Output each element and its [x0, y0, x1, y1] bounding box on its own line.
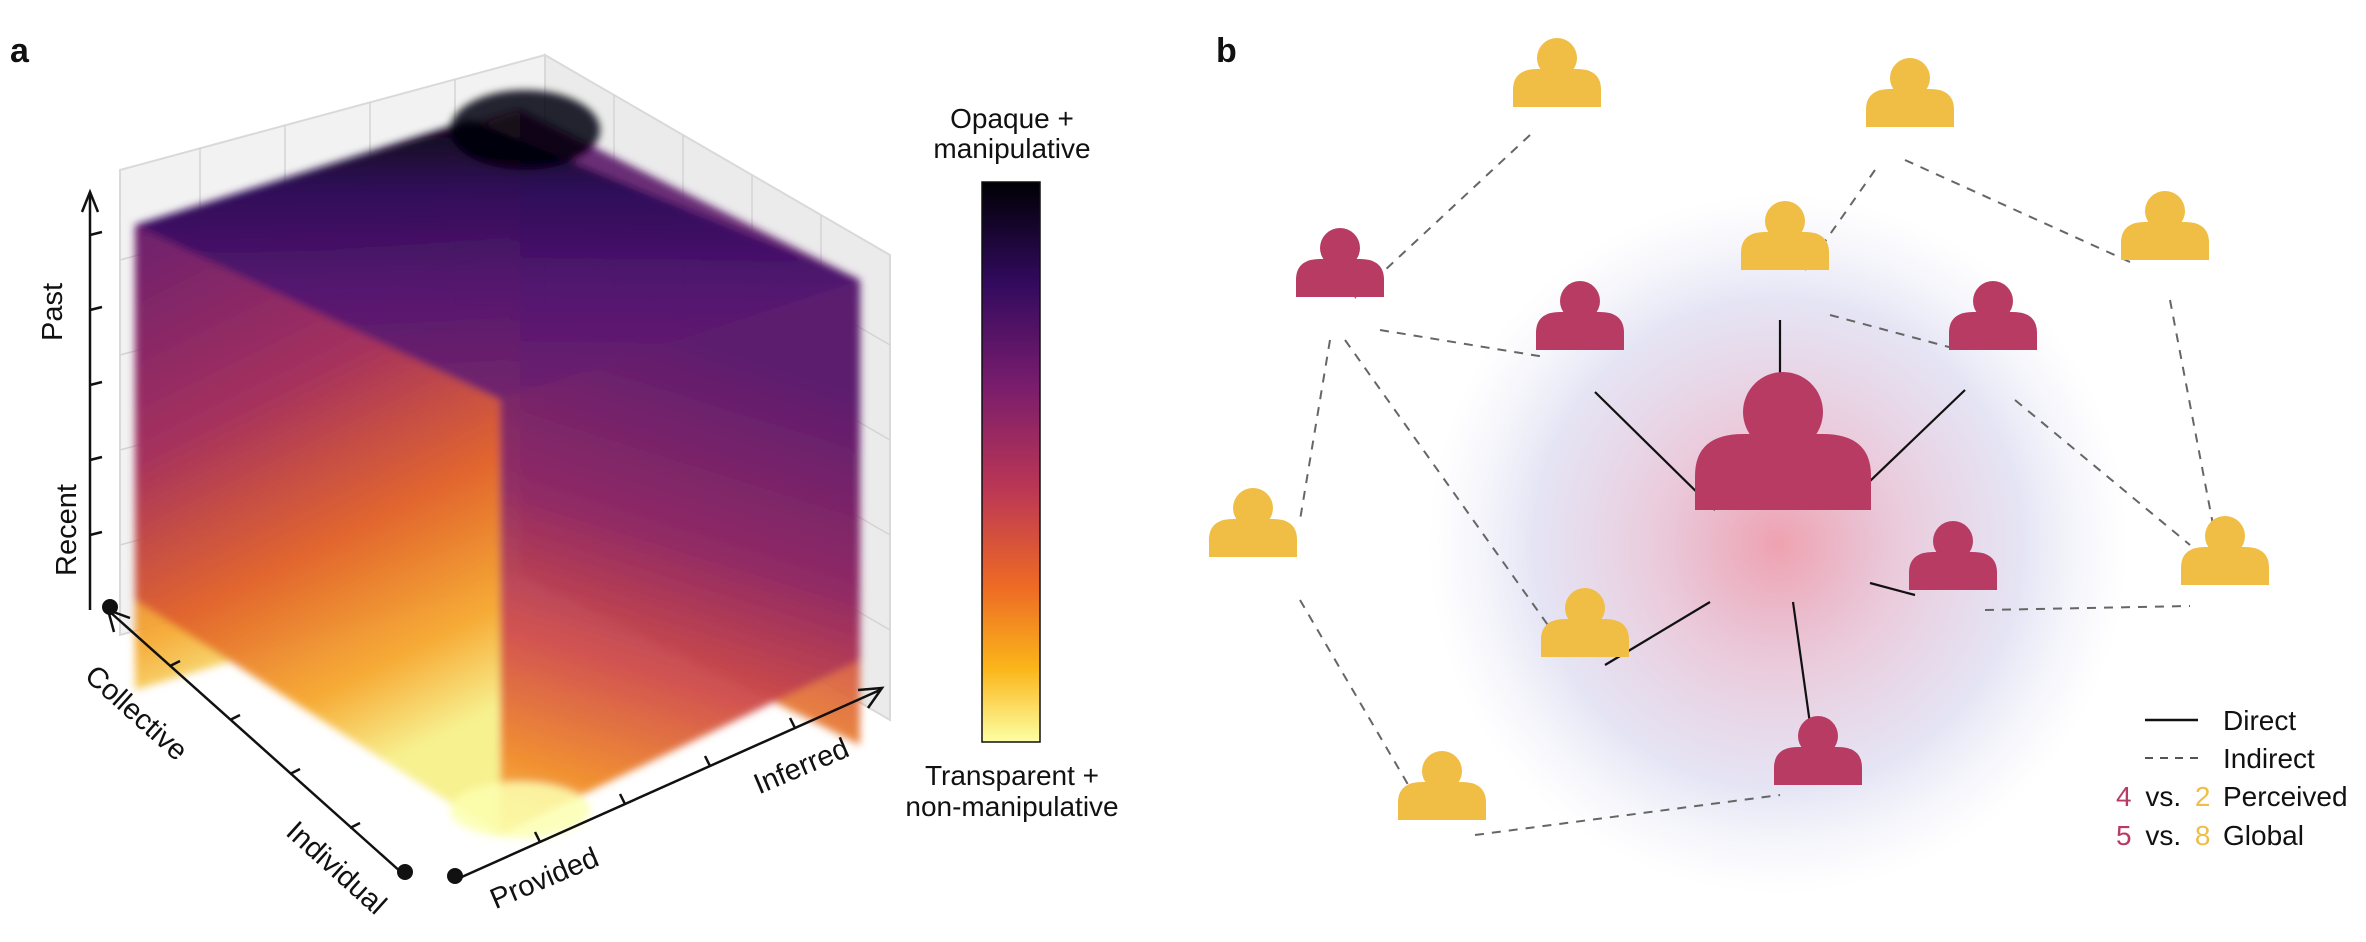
legend-perceived-yellow-count: 2 [2195, 781, 2211, 812]
magenta-person-icon [1296, 228, 1384, 297]
magenta-person-icon [1774, 716, 1862, 785]
axis-label-past: Past [37, 283, 69, 341]
axis-label-provided: Provided [486, 842, 604, 916]
panel-b: b [1209, 32, 2348, 894]
legend-perceived-vs: vs. [2145, 781, 2181, 812]
people-nodes [1209, 38, 2269, 820]
legend-indirect-label: Indirect [2223, 743, 2315, 774]
cube-axes [80, 188, 885, 882]
axis-origin-dot-provided [447, 868, 463, 884]
panel-a-letter: a [10, 32, 30, 70]
axis-ticks [89, 230, 797, 843]
legend-global-label: Global [2223, 820, 2304, 851]
influence-glow [1428, 194, 2128, 894]
yellow-person-icon [1513, 38, 1601, 107]
legend-global-row: 5 vs. 8 Global [2116, 820, 2304, 851]
colorbar-top-label-line1: Opaque + [950, 103, 1074, 134]
yellow-person-icon [1741, 201, 1829, 270]
yellow-person-icon [1541, 588, 1629, 657]
colorbar-bottom-label-line1: Transparent + [925, 760, 1099, 791]
yellow-person-icon [1866, 58, 1954, 127]
colorbar: Opaque + manipulative Transparent + non-… [905, 103, 1118, 822]
color-cube [135, 90, 860, 838]
yellow-person-icon [2181, 516, 2269, 585]
indirect-edges [1299, 134, 2216, 836]
legend-global-vs: vs. [2145, 820, 2181, 851]
axis-origin-dot-individual [397, 864, 413, 880]
legend-global-magenta-count: 5 [2116, 820, 2132, 851]
panel-a: a [10, 32, 1119, 921]
colorbar-gradient [981, 181, 1041, 743]
legend-direct-label: Direct [2223, 705, 2296, 736]
panel-b-letter: b [1216, 32, 1237, 70]
axis-label-recent: Recent [51, 484, 83, 576]
magenta-person-icon [1909, 521, 1997, 590]
axis-origin-dot-left [102, 599, 118, 615]
legend: Direct Indirect 4 vs. 2 Perceived 5 vs. … [2116, 705, 2348, 851]
axis-label-individual: Individual [280, 815, 392, 921]
legend-perceived-label: Perceived [2223, 781, 2348, 812]
legend-perceived-magenta-count: 4 [2116, 781, 2132, 812]
legend-global-yellow-count: 8 [2195, 820, 2211, 851]
yellow-person-icon [1209, 488, 1297, 557]
yellow-person-icon [1398, 751, 1486, 820]
yellow-person-icon [2121, 191, 2209, 260]
colorbar-bottom-label-line2: non-manipulative [905, 791, 1118, 822]
colorbar-top-label-line2: manipulative [933, 133, 1090, 164]
magenta-person-icon [1536, 281, 1624, 350]
magenta-person-icon [1695, 372, 1871, 510]
magenta-person-icon [1949, 281, 2037, 350]
legend-perceived-row: 4 vs. 2 Perceived [2116, 781, 2348, 812]
